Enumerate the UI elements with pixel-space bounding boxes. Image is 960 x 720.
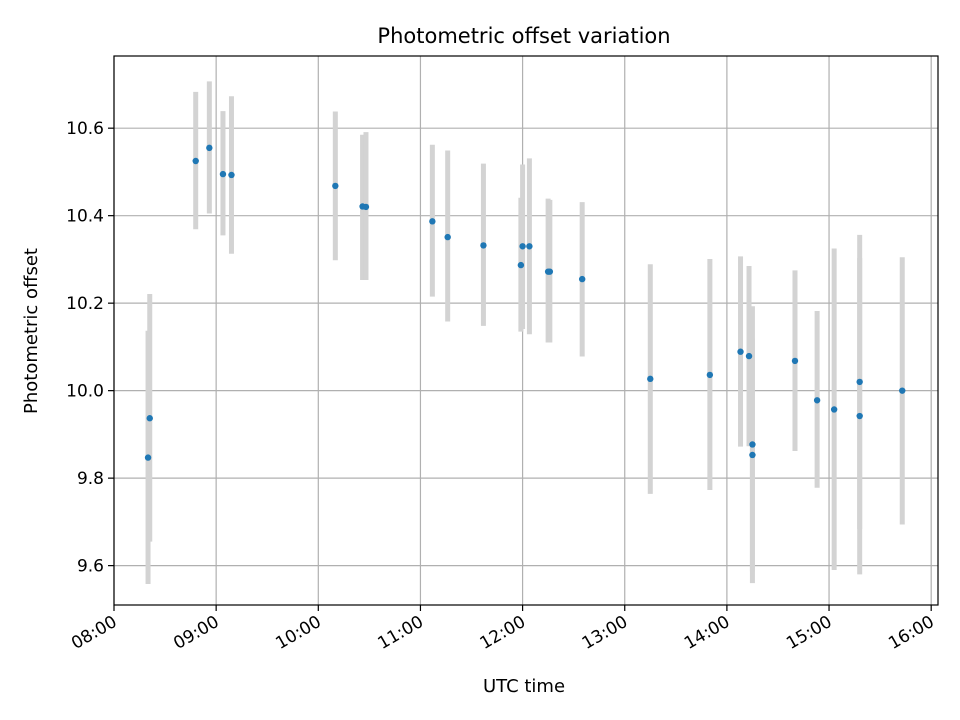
data-point [737,348,744,355]
data-point [856,412,863,420]
data-point [749,441,756,448]
data-point [219,170,227,178]
data-point [429,218,436,225]
data-point [856,378,863,386]
data-point [745,352,753,360]
y-axis-label: Photometric offset [21,248,42,414]
data-point [362,203,370,211]
y-tick-label: 10.6 [66,119,104,139]
y-axis-ticks: 9.6 9.8 10.0 10.2 10.4 10.6 [66,119,114,577]
data-point [517,261,525,269]
data-point [192,157,199,165]
data-point [228,171,235,179]
data-point [332,182,339,190]
data-point [144,454,152,461]
y-tick-label: 10.0 [66,382,104,402]
y-tick-label: 9.6 [77,557,104,577]
y-tick-label: 10.2 [66,294,104,314]
y-tick-label: 9.8 [77,469,104,489]
data-point [647,375,654,383]
data-point [791,357,799,365]
data-point [813,397,821,404]
data-point [749,451,756,459]
data-point [519,243,526,250]
data-point [830,406,838,413]
data-point [546,268,554,275]
x-axis-label: UTC time [483,676,565,697]
plot-frame [113,55,939,606]
data-point [146,415,153,422]
data-point [899,387,906,394]
data-point [578,275,586,283]
data-point [706,371,714,379]
data-points [144,144,906,461]
grid [113,56,938,605]
data-point [444,233,451,241]
data-point [526,243,533,250]
data-point [480,242,487,249]
data-point [206,144,213,152]
y-tick-label: 10.4 [66,207,104,227]
chart-title: Photometric offset variation [377,24,670,48]
